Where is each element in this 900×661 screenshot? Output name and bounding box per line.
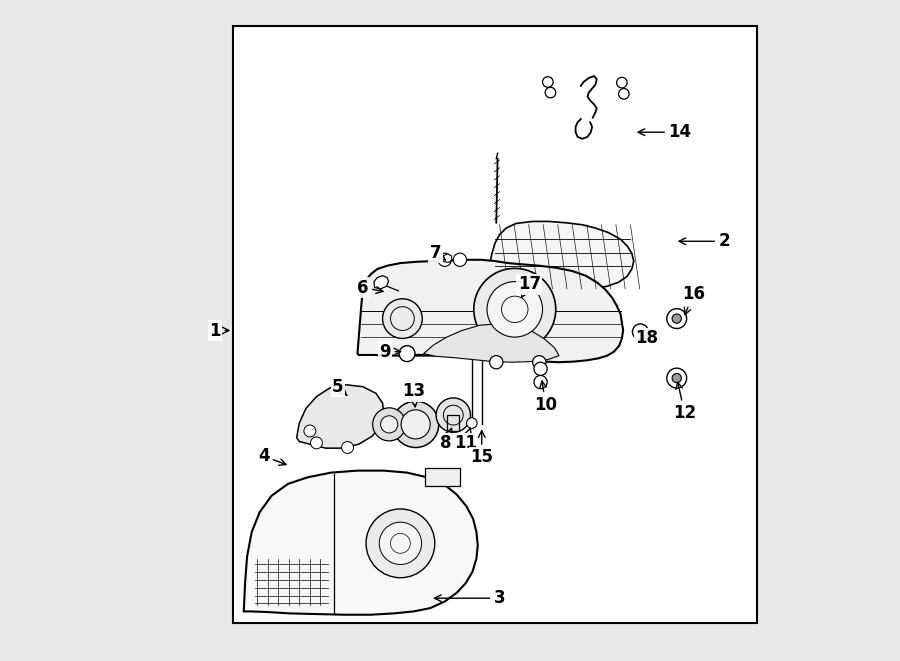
Text: 15: 15	[470, 431, 493, 467]
Text: 16: 16	[681, 285, 705, 315]
Text: 6: 6	[357, 278, 383, 297]
Bar	[233, 26, 758, 623]
Circle shape	[438, 253, 451, 266]
Circle shape	[672, 373, 681, 383]
Text: 17: 17	[518, 275, 541, 297]
Circle shape	[672, 314, 681, 323]
Polygon shape	[244, 471, 478, 615]
Text: 10: 10	[535, 381, 557, 414]
Circle shape	[366, 509, 435, 578]
Circle shape	[304, 425, 316, 437]
Text: 1: 1	[210, 321, 229, 340]
Polygon shape	[424, 324, 559, 362]
Text: 3: 3	[435, 589, 506, 607]
Bar	[447, 415, 459, 431]
Circle shape	[533, 356, 545, 369]
Circle shape	[310, 437, 322, 449]
Circle shape	[399, 346, 415, 362]
Circle shape	[473, 268, 556, 350]
Text: 8: 8	[439, 428, 452, 452]
Polygon shape	[297, 385, 384, 448]
Text: 12: 12	[673, 382, 697, 422]
Circle shape	[490, 356, 503, 369]
Text: 14: 14	[638, 123, 691, 141]
Circle shape	[342, 442, 354, 453]
Text: 18: 18	[635, 329, 659, 348]
Polygon shape	[442, 254, 452, 262]
Text: 13: 13	[402, 382, 425, 407]
Text: 4: 4	[257, 447, 286, 465]
Circle shape	[667, 368, 687, 388]
Circle shape	[379, 522, 421, 564]
Polygon shape	[374, 276, 389, 289]
Circle shape	[487, 282, 543, 337]
Text: 2: 2	[680, 232, 730, 251]
Circle shape	[534, 375, 547, 389]
Polygon shape	[490, 221, 634, 292]
Circle shape	[534, 362, 547, 375]
Circle shape	[382, 299, 422, 338]
Circle shape	[466, 418, 477, 428]
Circle shape	[667, 309, 687, 329]
Text: 5: 5	[332, 377, 347, 396]
Circle shape	[401, 410, 430, 439]
Circle shape	[392, 401, 439, 447]
Text: 7: 7	[429, 243, 445, 262]
Circle shape	[454, 253, 466, 266]
Text: 9: 9	[380, 342, 400, 361]
Text: 11: 11	[454, 428, 477, 452]
Circle shape	[373, 408, 406, 441]
Circle shape	[436, 398, 471, 432]
Circle shape	[633, 324, 648, 340]
Circle shape	[381, 416, 398, 433]
Polygon shape	[357, 260, 623, 362]
Polygon shape	[425, 468, 460, 486]
